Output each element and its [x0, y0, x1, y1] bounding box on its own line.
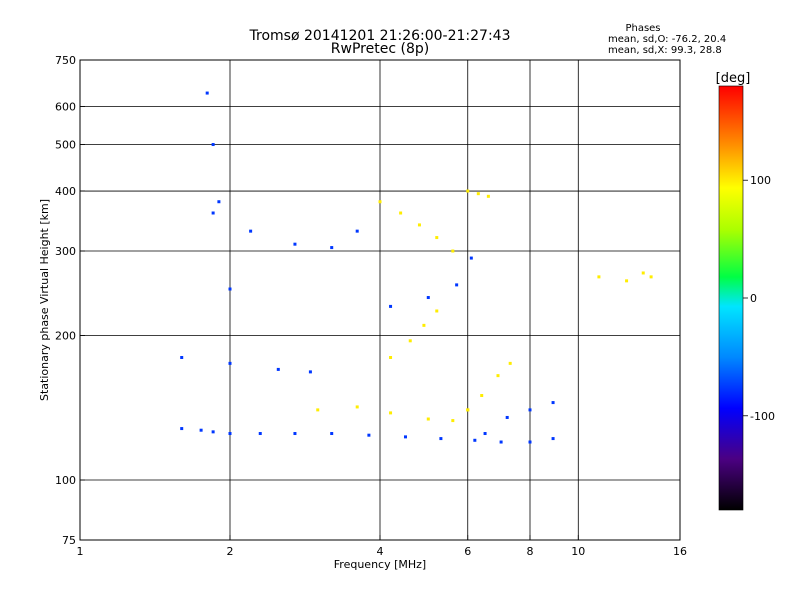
data-point-o	[180, 427, 184, 431]
data-point-o	[367, 433, 371, 437]
stats-heading: Phases	[625, 23, 660, 34]
data-point-x	[389, 411, 393, 415]
data-point-x	[422, 323, 426, 327]
colorbar-ticks: -100 0 100	[743, 174, 775, 423]
colorbar-tick-label: 100	[750, 174, 771, 187]
colorbar-label: [deg]	[716, 71, 751, 86]
plot-area: 1 2 4 6 8 10 16 75 100 200 300 400 500 600 750	[55, 54, 687, 558]
colorbar-tick-label: -100	[750, 410, 775, 423]
data-point-x	[641, 271, 645, 275]
data-point-x	[435, 309, 439, 313]
colorbar	[718, 85, 744, 511]
data-point-o	[483, 432, 487, 436]
colorbar-tick-label: 0	[750, 292, 757, 305]
data-point-o	[439, 437, 443, 441]
data-point-o	[293, 432, 297, 436]
data-point-x	[435, 236, 439, 240]
data-point-o	[211, 430, 215, 434]
data-point-o	[308, 370, 312, 374]
data-point-o	[355, 229, 359, 233]
data-point-x	[625, 279, 629, 283]
x-tick-label: 8	[527, 545, 534, 558]
data-point-o	[211, 143, 215, 147]
y-tick-label: 750	[55, 54, 76, 67]
data-point-x	[408, 339, 412, 343]
x-tick-label: 1	[77, 545, 84, 558]
x-tick-label: 6	[464, 545, 471, 558]
data-point-o	[426, 296, 430, 300]
y-tick-label: 300	[55, 245, 76, 258]
data-point-o	[180, 355, 184, 359]
y-axis-label: Stationary phase Virtual Height [km]	[38, 199, 51, 401]
data-point-o	[228, 432, 232, 436]
data-point-x	[451, 419, 455, 423]
data-point-x	[480, 394, 484, 398]
y-tick-label: 100	[55, 474, 76, 487]
data-point-x	[417, 223, 421, 227]
data-point-o	[389, 304, 393, 308]
data-point-o	[499, 440, 503, 444]
data-point-o	[403, 435, 407, 439]
data-point-x	[316, 408, 320, 412]
x-tick-label: 10	[571, 545, 585, 558]
data-point-o	[455, 283, 459, 287]
y-tick-label: 500	[55, 139, 76, 152]
data-point-x	[451, 249, 455, 253]
data-point-x	[399, 211, 403, 215]
data-point-o	[528, 440, 532, 444]
x-axis-ticks: 1 2 4 6 8 10 16	[77, 535, 687, 558]
data-point-x	[466, 408, 470, 412]
y-tick-label: 600	[55, 101, 76, 114]
data-point-o	[330, 432, 334, 436]
x-tick-label: 4	[377, 545, 384, 558]
data-point-x	[508, 361, 512, 365]
x-tick-label: 16	[673, 545, 687, 558]
y-tick-label: 200	[55, 330, 76, 343]
data-point-x	[426, 417, 430, 421]
data-point-o	[330, 246, 334, 250]
data-point-o	[249, 229, 253, 233]
data-point-o	[528, 408, 532, 412]
grid	[80, 60, 680, 540]
data-point-o	[293, 242, 297, 246]
data-point-o	[228, 361, 232, 365]
data-point-o	[469, 256, 473, 260]
data-point-o	[217, 200, 221, 204]
data-point-x	[476, 192, 480, 196]
y-axis-ticks: 75 100 200 300 400 500 600 750	[55, 54, 85, 547]
data-point-o	[258, 432, 262, 436]
data-point-x	[597, 275, 601, 279]
chart-title: Tromsø 20141201 21:26:00-21:27:43	[249, 28, 511, 44]
data-point-o	[199, 428, 203, 432]
stats-line-x: mean, sd,X: 99.3, 28.8	[608, 45, 722, 56]
data-point-o	[276, 367, 280, 371]
data-points	[180, 91, 653, 444]
data-point-x	[649, 275, 653, 279]
data-point-x	[378, 200, 382, 204]
data-point-x	[355, 405, 359, 409]
data-point-o	[205, 91, 209, 95]
data-point-o	[211, 211, 215, 215]
data-point-x	[389, 355, 393, 359]
y-tick-label: 75	[62, 534, 76, 547]
y-tick-label: 400	[55, 185, 76, 198]
data-point-x	[466, 189, 470, 193]
data-point-o	[473, 438, 477, 442]
x-tick-label: 2	[227, 545, 234, 558]
chart-subtitle: RwPretec (8p)	[331, 41, 429, 57]
x-axis-label: Frequency [MHz]	[334, 558, 426, 571]
data-point-o	[505, 415, 509, 419]
data-point-x	[496, 374, 500, 378]
data-point-x	[486, 194, 490, 198]
stats-line-o: mean, sd,O: -76.2, 20.4	[608, 34, 726, 45]
data-point-o	[228, 287, 232, 291]
data-point-o	[551, 401, 555, 405]
data-point-o	[551, 437, 555, 441]
